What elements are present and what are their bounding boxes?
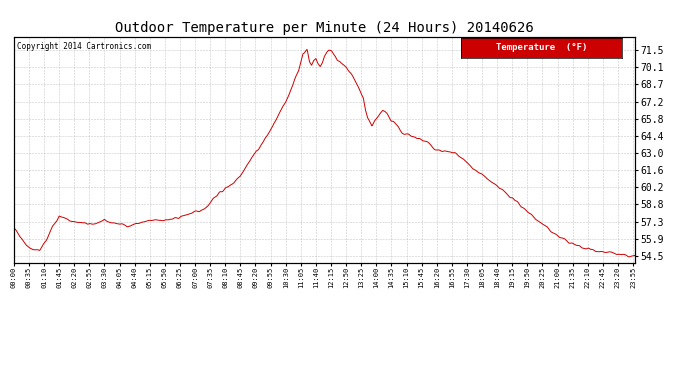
- Text: Copyright 2014 Cartronics.com: Copyright 2014 Cartronics.com: [17, 42, 151, 51]
- Title: Outdoor Temperature per Minute (24 Hours) 20140626: Outdoor Temperature per Minute (24 Hours…: [115, 21, 533, 35]
